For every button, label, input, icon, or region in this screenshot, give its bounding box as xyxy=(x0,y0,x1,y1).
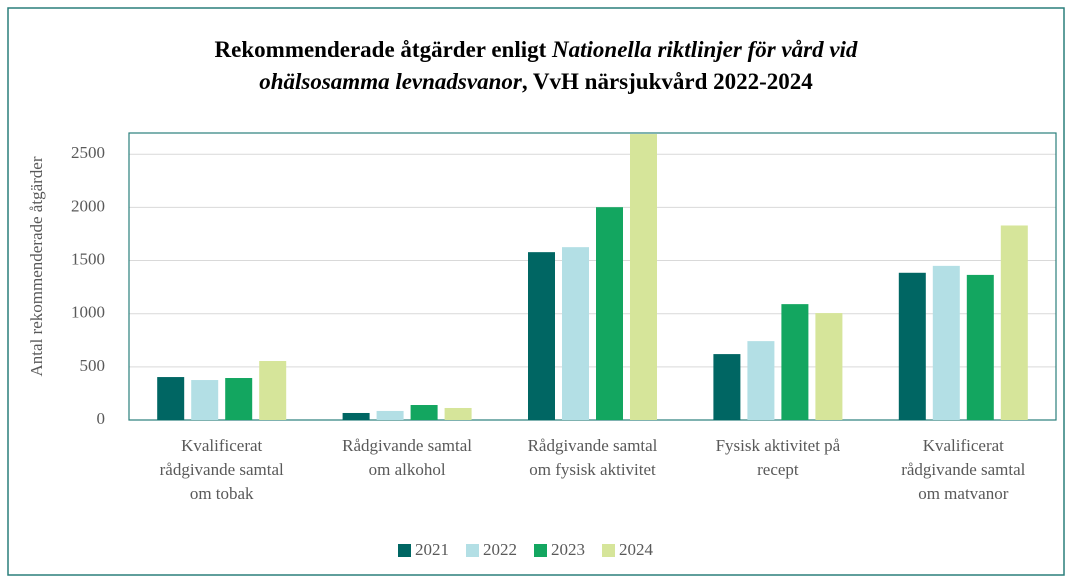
bar xyxy=(444,407,472,420)
x-tick-line: rådgivande samtal xyxy=(160,460,284,479)
chart-title: Rekommenderade åtgärder enligt Nationell… xyxy=(215,37,858,62)
x-tick-line: Rådgivande samtal xyxy=(342,436,472,455)
y-tick-label: 2000 xyxy=(71,196,105,215)
x-tick-label: Rådgivande samtal om alkohol xyxy=(342,436,472,479)
x-tick-line: Kvalificerat xyxy=(923,436,1004,455)
title-part: Rekommenderade åtgärder enligt xyxy=(215,37,553,62)
bar xyxy=(781,304,809,420)
legend-label: 2023 xyxy=(551,540,585,559)
legend-label: 2021 xyxy=(415,540,449,559)
x-tick-line: om tobak xyxy=(190,484,254,503)
legend-label: 2024 xyxy=(619,540,654,559)
x-tick-line: recept xyxy=(757,460,799,479)
bar xyxy=(376,410,404,420)
bar xyxy=(259,361,287,420)
y-tick-label: 1500 xyxy=(71,249,105,268)
x-tick-line: Fysisk aktivitet på xyxy=(716,436,841,455)
bar xyxy=(157,377,185,420)
bar xyxy=(815,313,843,420)
bar xyxy=(410,405,438,420)
legend-swatch xyxy=(602,544,615,557)
bar xyxy=(191,380,219,420)
chart-title: ohälsosamma levnadsvanor, VvH närsjukvår… xyxy=(259,69,813,94)
bar xyxy=(342,412,370,420)
bar xyxy=(932,265,960,420)
x-tick-label: Kvalificerat rådgivande samtal om tobak xyxy=(160,436,284,503)
x-tick-label: Kvalificerat rådgivande samtal om matvanor xyxy=(901,436,1025,503)
y-tick-label: 0 xyxy=(97,409,106,428)
x-tick-line: om matvanor xyxy=(918,484,1009,503)
bar xyxy=(966,274,994,420)
bar xyxy=(713,354,741,420)
x-tick-line: Rådgivande samtal xyxy=(528,436,658,455)
bar xyxy=(596,207,623,420)
y-tick-label: 2500 xyxy=(71,143,105,162)
x-tick-label: Fysisk aktivitet på recept xyxy=(716,436,841,479)
title-part: , VvH närsjukvård 2022-2024 xyxy=(522,69,813,94)
x-tick-line: Kvalificerat xyxy=(181,436,262,455)
title-part: ohälsosamma levnadsvanor xyxy=(259,69,523,94)
y-tick-label: 1000 xyxy=(71,303,105,322)
x-tick-line: rådgivande samtal xyxy=(901,460,1025,479)
x-tick-line: om fysisk aktivitet xyxy=(529,460,656,479)
x-tick-label: Rådgivande samtal om fysisk aktivitet xyxy=(528,436,658,479)
y-axis-label: Antal rekommenderade åtgärder xyxy=(27,156,46,376)
bar xyxy=(562,247,589,420)
legend-swatch xyxy=(398,544,411,557)
bar xyxy=(1000,225,1028,420)
bar xyxy=(528,252,555,420)
bar xyxy=(898,272,926,420)
bar xyxy=(630,134,657,420)
legend-swatch xyxy=(466,544,479,557)
y-tick-label: 500 xyxy=(80,356,106,375)
bar xyxy=(225,378,253,420)
bar xyxy=(747,341,775,420)
legend-label: 2022 xyxy=(483,540,517,559)
legend-swatch xyxy=(534,544,547,557)
title-part: Nationella riktlinjer för vård vid xyxy=(551,37,858,62)
plot-border xyxy=(128,132,1057,421)
x-tick-line: om alkohol xyxy=(369,460,446,479)
